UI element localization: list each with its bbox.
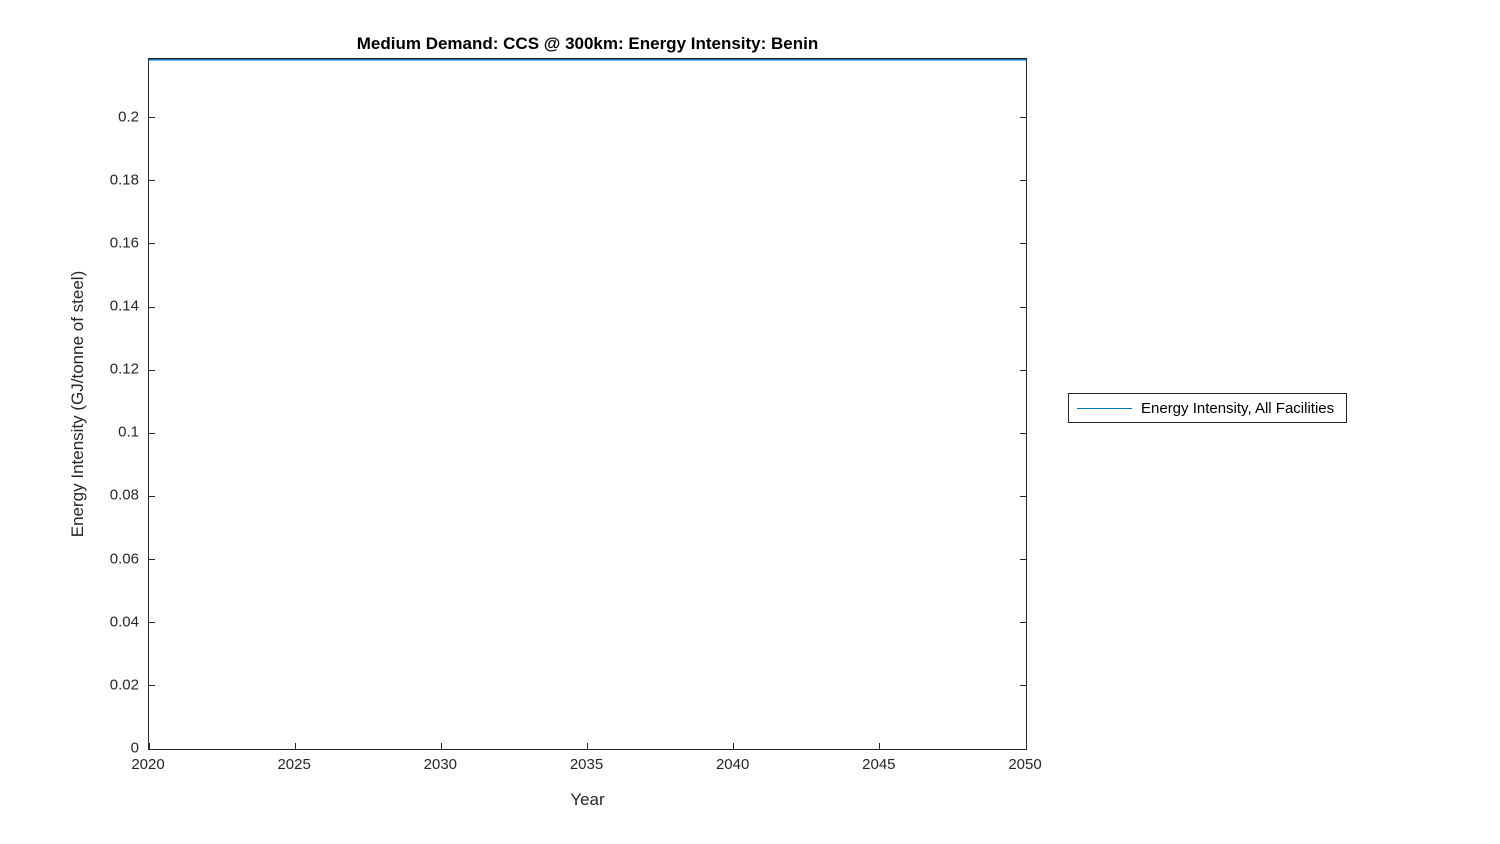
x-tick-mark [294,743,296,749]
y-tick-label: 0.1 [118,423,139,441]
y-tick-mark-right [1020,306,1026,308]
x-tick-label: 2050 [1008,756,1042,773]
y-tick-mark-right [1020,117,1026,119]
x-tick-mark [1025,743,1027,749]
x-tick-label: 2045 [862,756,896,773]
y-tick-mark-right [1020,685,1026,687]
y-tick-mark-left [149,748,155,750]
y-tick-mark-left [149,117,155,119]
x-tick-label: 2025 [277,756,311,773]
y-tick-mark-left [149,180,155,182]
x-axis-label: Year [570,790,605,809]
y-tick-mark-right [1020,180,1026,182]
y-tick-label: 0.12 [109,360,139,378]
y-tick-mark-right [1020,559,1026,561]
x-tick-label: 2020 [131,756,165,773]
y-tick-mark-left [149,243,155,245]
plot-area [148,58,1027,750]
y-tick-mark-right [1020,243,1026,245]
chart-title: Medium Demand: CCS @ 300km: Energy Inten… [356,34,819,53]
y-tick-label: 0.04 [109,613,139,631]
x-tick-label: 2030 [423,756,458,773]
x-tick-label: 2035 [569,756,604,773]
x-tick-mark [587,743,588,749]
y-tick-label: 0.14 [109,297,139,315]
x-tick-mark [440,743,442,749]
y-tick-mark-left [149,432,155,434]
series-plot [149,59,1026,61]
y-tick-mark-left [149,622,155,624]
y-axis-label: Energy Intensity (GJ/tonne of steel) [68,270,87,538]
legend-line-sample-icon [1077,407,1132,409]
y-tick-mark-right [1020,369,1026,371]
legend-label: Energy Intensity, All Facilities [1141,399,1335,417]
y-tick-mark-left [149,369,155,371]
y-tick-label: 0.08 [109,486,139,504]
y-tick-mark-right [1020,495,1026,497]
legend-box: Energy Intensity, All Facilities [1068,393,1348,423]
y-tick-mark-right [1020,622,1026,624]
y-tick-label: 0.06 [109,550,139,568]
y-tick-mark-left [149,495,155,497]
y-tick-label: 0.18 [109,171,139,189]
y-tick-mark-left [149,685,155,687]
y-tick-label: 0 [130,739,139,757]
y-tick-label: 0.2 [118,108,139,126]
x-tick-label: 2040 [715,756,750,773]
y-tick-mark-left [149,559,155,561]
x-tick-mark [879,743,881,749]
y-tick-label: 0.02 [109,676,139,694]
y-tick-label: 0.16 [109,234,139,252]
x-tick-mark [733,743,735,749]
y-tick-mark-right [1020,748,1026,750]
x-tick-mark [148,743,150,749]
y-tick-mark-left [149,306,155,308]
y-tick-mark-right [1020,432,1026,434]
